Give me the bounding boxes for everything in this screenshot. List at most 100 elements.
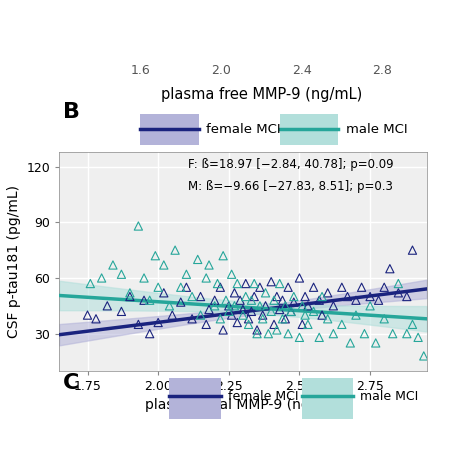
Point <box>225 302 233 310</box>
Point <box>126 293 134 301</box>
Point <box>250 280 258 287</box>
Point <box>231 302 238 310</box>
Point <box>304 320 312 328</box>
Point <box>361 330 368 337</box>
Point <box>152 252 159 259</box>
Point <box>259 315 266 323</box>
Point <box>140 296 148 304</box>
Point <box>318 293 326 301</box>
Point <box>394 289 402 297</box>
Point <box>324 289 331 297</box>
Point <box>197 293 204 301</box>
Point <box>310 308 318 315</box>
Text: C: C <box>63 374 79 393</box>
Text: male MCI: male MCI <box>360 390 419 403</box>
Point <box>284 330 292 337</box>
Text: female MCI: female MCI <box>206 122 281 136</box>
Point <box>253 326 261 334</box>
Point <box>155 283 162 291</box>
Point <box>253 330 261 337</box>
Point <box>256 283 264 291</box>
Point <box>177 298 184 306</box>
Point <box>279 296 286 304</box>
Point <box>366 302 374 310</box>
Point <box>140 274 148 282</box>
Point <box>420 352 428 360</box>
Point <box>239 306 246 313</box>
Point <box>381 283 388 291</box>
Point <box>188 293 196 301</box>
Point <box>222 296 230 304</box>
Point <box>262 302 269 310</box>
Point <box>171 246 179 254</box>
Point <box>247 296 255 304</box>
Text: B: B <box>63 102 80 122</box>
Point <box>324 315 331 323</box>
Point <box>318 311 326 319</box>
Point <box>234 319 241 326</box>
Point <box>375 296 383 304</box>
Point <box>414 334 422 341</box>
Point <box>146 330 154 337</box>
Point <box>205 306 213 313</box>
Y-axis label: CSF p-tau181 (pg/mL): CSF p-tau181 (pg/mL) <box>7 185 21 338</box>
Point <box>87 280 94 287</box>
Point <box>155 319 162 326</box>
Point <box>310 283 318 291</box>
Point <box>338 283 346 291</box>
Point <box>338 320 346 328</box>
Point <box>109 261 117 269</box>
Point <box>315 296 323 304</box>
Point <box>177 283 184 291</box>
Point <box>282 315 289 323</box>
Point <box>126 289 134 297</box>
Point <box>219 252 227 259</box>
Point <box>381 315 388 323</box>
Point <box>287 308 295 315</box>
Point <box>168 311 176 319</box>
Point <box>160 261 168 269</box>
Point <box>146 296 154 304</box>
Point <box>182 283 190 291</box>
Point <box>329 330 337 337</box>
Point <box>92 315 100 323</box>
Point <box>267 278 275 285</box>
Point <box>270 296 278 304</box>
Point <box>403 330 410 337</box>
Point <box>282 302 289 310</box>
Point <box>329 302 337 310</box>
Point <box>160 289 168 297</box>
Point <box>135 222 142 230</box>
Text: M: ß=−9.66 [−27.83, 8.51]; p=0.3: M: ß=−9.66 [−27.83, 8.51]; p=0.3 <box>188 180 392 193</box>
Point <box>344 293 351 301</box>
Point <box>98 274 105 282</box>
Point <box>262 289 269 297</box>
Text: male MCI: male MCI <box>346 122 408 136</box>
Point <box>228 271 236 278</box>
FancyBboxPatch shape <box>140 114 199 145</box>
Point <box>299 302 306 310</box>
Point <box>394 280 402 287</box>
Point <box>273 293 281 301</box>
FancyBboxPatch shape <box>301 378 353 419</box>
Point <box>242 293 249 301</box>
Text: plasma free MMP-9 (ng/mL): plasma free MMP-9 (ng/mL) <box>161 87 362 102</box>
Point <box>290 298 298 306</box>
Point <box>279 315 286 323</box>
Point <box>234 280 241 287</box>
Point <box>264 330 272 337</box>
Point <box>250 293 258 301</box>
Point <box>245 315 252 323</box>
Point <box>389 330 396 337</box>
Point <box>205 261 213 269</box>
X-axis label: plasma total MMP-9 (ng/mL): plasma total MMP-9 (ng/mL) <box>145 398 341 412</box>
Point <box>202 320 210 328</box>
Point <box>372 339 380 346</box>
Point <box>182 271 190 278</box>
Point <box>259 311 266 319</box>
Point <box>211 302 219 310</box>
Point <box>239 311 246 319</box>
Point <box>256 302 264 310</box>
Point <box>296 334 303 341</box>
Point <box>299 320 306 328</box>
